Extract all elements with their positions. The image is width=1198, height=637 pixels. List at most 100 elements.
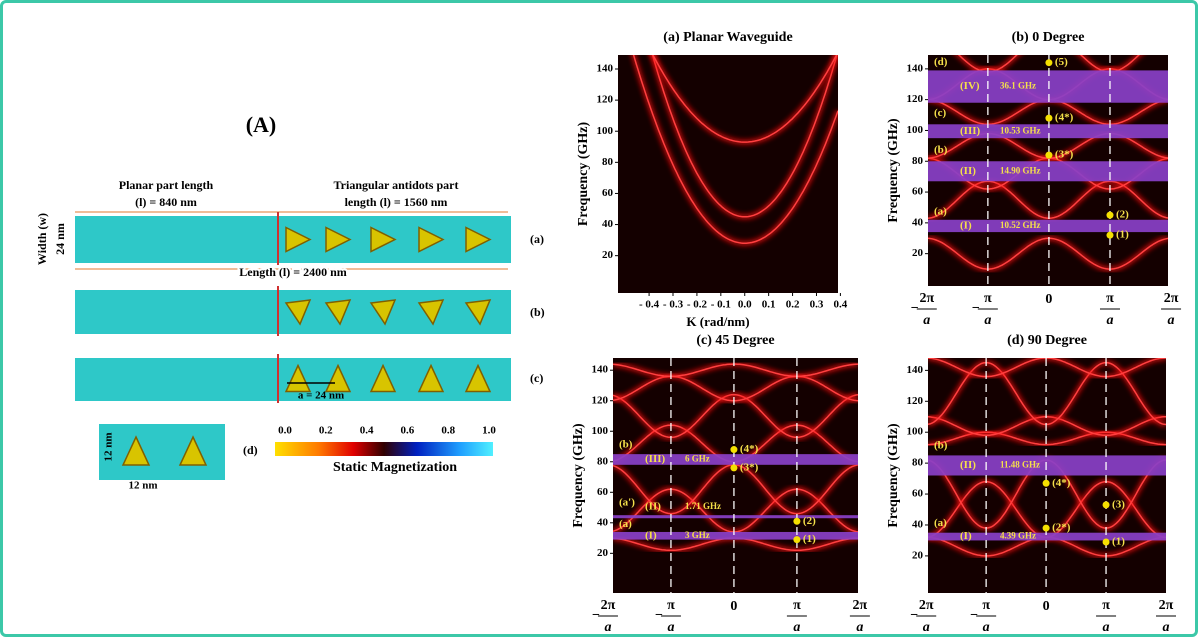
x-tick-label: - 0.4 — [639, 299, 660, 311]
heatmap-bg — [618, 55, 838, 293]
x-tick-label: 0 — [1043, 599, 1050, 614]
mode-point — [1043, 525, 1050, 532]
length-label: Length (l) = 2400 nm — [239, 265, 347, 279]
y-tick-label: 60 — [912, 186, 924, 198]
x-tick-den: a — [667, 620, 674, 634]
x-axis-label: K (rad/nm) — [686, 314, 749, 329]
x-tick-num: 2π — [601, 598, 616, 613]
x-tick-den: a — [604, 620, 611, 634]
point-label: (3) — [1112, 498, 1125, 510]
panel-title: (a) Planar Waveguide — [663, 30, 792, 45]
point-label: (2*) — [1052, 522, 1071, 534]
y-tick-label: 20 — [912, 247, 924, 259]
mode-point — [1045, 115, 1052, 122]
y-tick-label: 80 — [597, 455, 609, 467]
band-gap-label: 3 GHz — [685, 530, 710, 540]
antidot-title: Triangular antidots part — [334, 178, 459, 192]
x-tick-label: 0.2 — [786, 299, 800, 311]
point-label: (1) — [1116, 229, 1129, 241]
x-tick-label: 0.4 — [834, 299, 848, 311]
x-tick-den: a — [923, 620, 930, 634]
width-label: Width (w) — [35, 213, 49, 265]
x-tick-num: 2π — [919, 291, 934, 306]
x-tick-label: - 0.2 — [687, 299, 708, 311]
point-label: (3*) — [1055, 149, 1074, 161]
x-tick-den: a — [856, 620, 863, 634]
mode-point — [1043, 480, 1050, 487]
y-tick-label: 40 — [912, 519, 924, 531]
spacing-label: a = 24 nm — [298, 390, 344, 402]
y-axis-label: Frequency (GHz) — [886, 423, 901, 528]
y-tick-label: 100 — [907, 124, 924, 136]
y-tick-label: 60 — [912, 488, 924, 500]
band-roman: (I) — [960, 530, 972, 542]
y-tick-label: 120 — [597, 94, 614, 106]
colorbar-tick: 0.8 — [441, 425, 455, 437]
band-letter: (a) — [934, 517, 947, 529]
x-tick-den: a — [1168, 313, 1175, 328]
y-tick-label: 40 — [597, 516, 609, 528]
x-tick-num: 2π — [853, 598, 868, 613]
x-tick-num: 2π — [919, 598, 934, 613]
x-tick-label: 0 — [730, 599, 737, 614]
x-tick-num: π — [667, 598, 675, 613]
x-tick-label: 0 — [1045, 292, 1052, 307]
point-label: (4*) — [740, 443, 759, 455]
band-gap — [613, 515, 858, 518]
y-tick-label: 100 — [597, 125, 614, 137]
band-gap-label: 14.90 GHz — [1000, 165, 1041, 175]
y-tick-label: 20 — [597, 547, 609, 559]
y-tick-label: 80 — [912, 155, 924, 167]
colorbar-tick: 0.4 — [360, 425, 374, 437]
x-tick-num: π — [1106, 291, 1114, 306]
colorbar-tick: 0.0 — [278, 425, 292, 437]
unit-cell — [99, 424, 225, 480]
x-tick-den: a — [1106, 313, 1113, 328]
band-letter: (a) — [619, 518, 632, 530]
x-tick-num: π — [982, 598, 990, 613]
row-label: (b) — [530, 305, 545, 319]
x-tick-label: 0.1 — [762, 299, 776, 311]
band-letter: (b) — [934, 144, 948, 156]
panel-label: (A) — [246, 112, 277, 137]
mode-point — [1103, 501, 1110, 508]
panel-title: (b) 0 Degree — [1012, 30, 1085, 45]
mode-point — [793, 518, 800, 525]
y-tick-label: 60 — [597, 486, 609, 498]
y-tick-label: 80 — [602, 156, 614, 168]
y-axis-label: Frequency (GHz) — [886, 118, 901, 223]
mode-point — [793, 536, 800, 543]
unit-height: 12 nm — [103, 432, 115, 461]
band-roman: (III) — [645, 453, 666, 465]
planar-title: Planar part length — [119, 178, 214, 192]
x-tick-num: 2π — [1164, 291, 1179, 306]
mode-point — [730, 464, 737, 471]
point-label: (1) — [1112, 536, 1125, 548]
band-letter: (a') — [619, 496, 635, 508]
band-letter: (c) — [934, 107, 947, 119]
y-tick-label: 120 — [592, 394, 609, 406]
point-label: (2) — [803, 515, 816, 527]
y-tick-label: 120 — [907, 93, 924, 105]
y-tick-label: 80 — [912, 457, 924, 469]
point-label: (3*) — [740, 461, 759, 473]
x-tick-den: a — [923, 313, 930, 328]
row-label: (a) — [530, 232, 544, 246]
mode-point — [730, 446, 737, 453]
row-label: (d) — [243, 443, 258, 457]
band-roman: (I) — [645, 529, 657, 541]
y-tick-label: 20 — [912, 549, 924, 561]
band-roman: (II) — [960, 165, 976, 177]
colorbar-title: Static Magnetization — [333, 460, 457, 475]
band-gap-label: 10.52 GHz — [1000, 220, 1041, 230]
band-gap-label: 6 GHz — [685, 454, 710, 464]
y-axis-label: Frequency (GHz) — [576, 122, 591, 227]
band-roman: (III) — [960, 125, 981, 137]
y-tick-label: 140 — [907, 364, 924, 376]
x-tick-num: 2π — [1159, 598, 1174, 613]
x-tick-label: - 0.3 — [663, 299, 684, 311]
x-tick-den: a — [1103, 620, 1110, 634]
unit-width: 12 nm — [128, 480, 157, 492]
y-tick-label: 100 — [592, 425, 609, 437]
y-tick-label: 120 — [907, 395, 924, 407]
